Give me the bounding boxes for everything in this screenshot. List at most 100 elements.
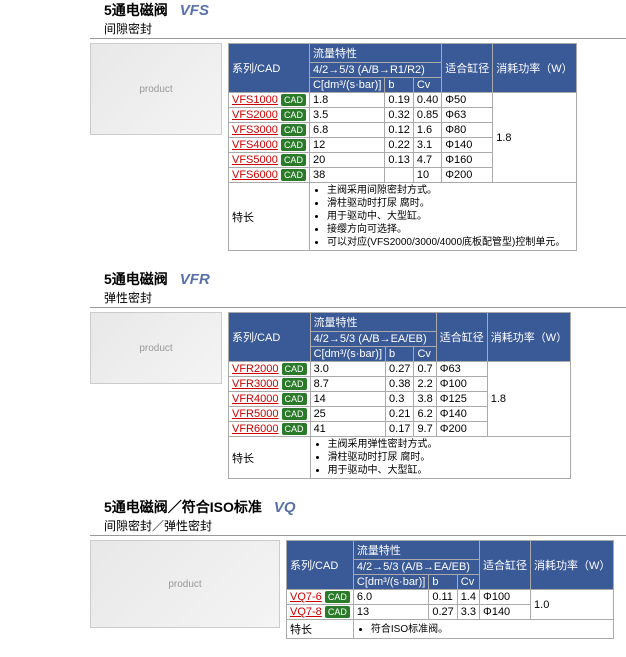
feature-item: 符合ISO标准阀。	[371, 623, 611, 636]
cell-cv: 1.4	[457, 590, 479, 605]
cell-c: 38	[309, 168, 384, 183]
feature-item: 滑柱驱动时打尿 腐时。	[327, 197, 573, 210]
col-c: C[dm³/(s·bar)]	[310, 347, 385, 362]
cell-c: 3.0	[310, 362, 385, 377]
series-link[interactable]: VFR3000	[232, 378, 278, 390]
cell-cv: 9.7	[414, 422, 436, 437]
cell-bore: Φ140	[436, 407, 487, 422]
cell-cv: 3.3	[457, 605, 479, 620]
series-link[interactable]: VFR4000	[232, 393, 278, 405]
model-code: VFS	[180, 2, 209, 19]
cell-b: 0.19	[385, 93, 413, 108]
cell-bore: Φ80	[442, 123, 493, 138]
subtitle: 弹性密封	[90, 289, 626, 308]
series-link[interactable]: VFS5000	[232, 154, 278, 166]
cad-badge[interactable]: CAD	[281, 139, 306, 151]
cad-badge[interactable]: CAD	[325, 591, 350, 603]
feat-label: 特长	[229, 437, 311, 479]
col-power: 消耗功率（W）	[531, 541, 614, 590]
cell-b: 0.38	[386, 377, 414, 392]
cell-b: 0.11	[429, 590, 457, 605]
cad-badge[interactable]: CAD	[281, 109, 306, 121]
col-series: 系列/CAD	[229, 313, 311, 362]
cell-b: 0.13	[385, 153, 413, 168]
spec-table: 系列/CAD流量特性适合缸径消耗功率（W）4/2→5/3 (A/B→EA/EB)…	[228, 312, 571, 479]
feature-item: 可以对应(VFS2000/3000/4000底板配管型)控制单元。	[327, 236, 573, 249]
cell-bore: Φ125	[436, 392, 487, 407]
cad-badge[interactable]: CAD	[282, 393, 307, 405]
cad-badge[interactable]: CAD	[281, 154, 306, 166]
feature-item: 主阀采用弹性密封方式。	[328, 438, 568, 451]
cad-badge[interactable]: CAD	[281, 124, 306, 136]
cell-cv: 1.6	[413, 123, 441, 138]
cell-cv: 0.7	[414, 362, 436, 377]
cell-c: 13	[353, 605, 428, 620]
spec-table: 系列/CAD流量特性适合缸径消耗功率（W）4/2→5/3 (A/B→R1/R2)…	[228, 43, 577, 251]
cell-bore: Φ200	[436, 422, 487, 437]
col-b: b	[429, 575, 457, 590]
series-link[interactable]: VQ7-6	[290, 591, 322, 603]
cell-bore: Φ140	[442, 138, 493, 153]
cell-cv: 0.85	[413, 108, 441, 123]
cad-badge[interactable]: CAD	[325, 606, 350, 618]
model-code: VQ	[274, 499, 296, 516]
cell-b	[385, 168, 413, 183]
cad-badge[interactable]: CAD	[282, 363, 307, 375]
cad-badge[interactable]: CAD	[282, 408, 307, 420]
product-image: product	[90, 540, 280, 628]
features-cell: 主阀采用弹性密封方式。滑柱驱动时打尿 腐时。用于驱动中、大型缸。	[310, 437, 571, 479]
series-link[interactable]: VFR6000	[232, 423, 278, 435]
table-row: VQ7-6 CAD6.00.111.4Φ1001.0	[287, 590, 614, 605]
section-title: 5通电磁阀	[104, 0, 168, 20]
series-link[interactable]: VFR2000	[232, 363, 278, 375]
series-link[interactable]: VFS3000	[232, 124, 278, 136]
series-link[interactable]: VFS6000	[232, 169, 278, 181]
cell-bore: Φ63	[436, 362, 487, 377]
cell-b: 0.12	[385, 123, 413, 138]
series-link[interactable]: VFS2000	[232, 109, 278, 121]
feat-label: 特长	[229, 183, 310, 251]
col-series: 系列/CAD	[229, 44, 310, 93]
cell-cv: 10	[413, 168, 441, 183]
cell-cv: 3.8	[414, 392, 436, 407]
cad-badge[interactable]: CAD	[281, 94, 306, 106]
cell-bore: Φ160	[442, 153, 493, 168]
series-link[interactable]: VFS4000	[232, 139, 278, 151]
cell-cv: 6.2	[414, 407, 436, 422]
cell-b: 0.32	[385, 108, 413, 123]
cad-badge[interactable]: CAD	[282, 423, 307, 435]
subtitle: 间隙密封／弹性密封	[90, 517, 626, 536]
col-cv: Cv	[414, 347, 436, 362]
cell-bore: Φ100	[480, 590, 531, 605]
series-link[interactable]: VFS1000	[232, 94, 278, 106]
cell-c: 6.0	[353, 590, 428, 605]
col-series: 系列/CAD	[287, 541, 354, 590]
cell-c: 25	[310, 407, 385, 422]
col-power: 消耗功率（W）	[487, 313, 570, 362]
cad-badge[interactable]: CAD	[282, 378, 307, 390]
subtitle: 间隙密封	[90, 20, 626, 39]
series-link[interactable]: VFR5000	[232, 408, 278, 420]
col-flow: 流量特性	[309, 44, 441, 63]
section-title: 5通电磁阀	[104, 269, 168, 289]
model-code: VFR	[180, 271, 210, 288]
flow-subheader: 4/2→5/3 (A/B→R1/R2)	[309, 63, 441, 78]
col-bore: 适合缸径	[442, 44, 493, 93]
col-c: C[dm³/(s·bar)]	[353, 575, 428, 590]
cell-cv: 4.7	[413, 153, 441, 168]
col-cv: Cv	[457, 575, 479, 590]
cell-b: 0.3	[386, 392, 414, 407]
cad-badge[interactable]: CAD	[281, 169, 306, 181]
cell-b: 0.27	[429, 605, 457, 620]
cell-c: 12	[309, 138, 384, 153]
feature-item: 主阀采用间隙密封方式。	[327, 184, 573, 197]
series-link[interactable]: VQ7-8	[290, 606, 322, 618]
col-b: b	[386, 347, 414, 362]
cell-c: 3.5	[309, 108, 384, 123]
product-image: product	[90, 312, 222, 384]
features-cell: 主阀采用间隙密封方式。滑柱驱动时打尿 腐时。用于驱动中、大型缸。接缨方向可选择。…	[309, 183, 576, 251]
cell-bore: Φ50	[442, 93, 493, 108]
col-bore: 适合缸径	[480, 541, 531, 590]
col-flow: 流量特性	[310, 313, 436, 332]
cell-power: 1.8	[487, 362, 570, 437]
